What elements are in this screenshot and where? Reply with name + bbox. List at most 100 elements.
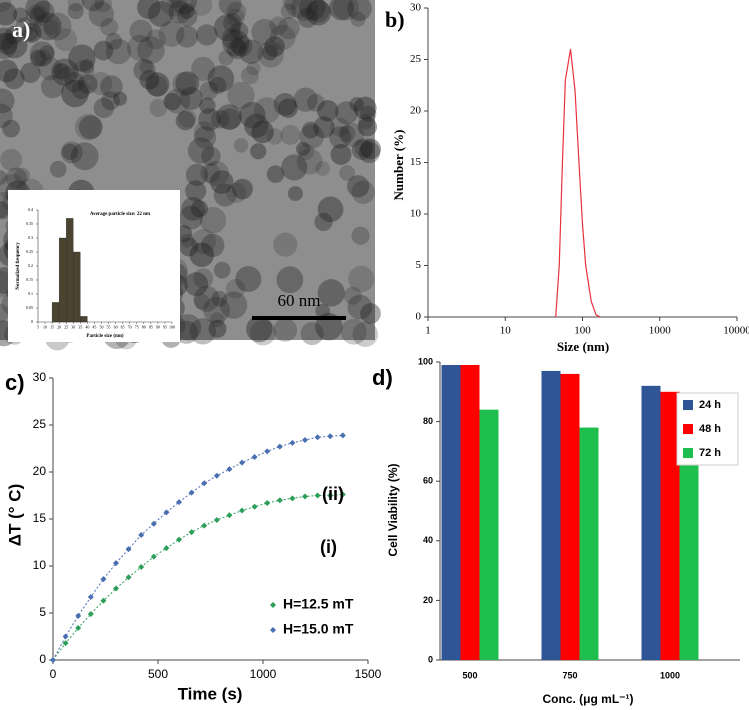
particle bbox=[34, 49, 52, 67]
marker bbox=[226, 466, 233, 473]
particle bbox=[193, 121, 215, 143]
x-tick-label: 20 bbox=[57, 325, 61, 330]
particle bbox=[306, 93, 325, 112]
particle bbox=[244, 113, 269, 138]
particle bbox=[198, 108, 221, 131]
particle bbox=[61, 79, 89, 108]
particle bbox=[23, 26, 38, 42]
inset-title: Average particle size: 22 nm bbox=[90, 212, 151, 217]
particle bbox=[329, 0, 354, 21]
particle bbox=[251, 18, 278, 46]
particle bbox=[101, 91, 120, 111]
particle bbox=[290, 0, 318, 21]
particle bbox=[199, 81, 219, 100]
particle bbox=[317, 196, 344, 223]
particle bbox=[187, 137, 215, 164]
particle bbox=[0, 2, 18, 26]
x-axis-label: Conc. (μg mL⁻¹) bbox=[543, 692, 634, 706]
particle bbox=[51, 58, 79, 86]
x-tick-label: 55 bbox=[107, 325, 111, 330]
particle bbox=[43, 19, 59, 36]
particle bbox=[165, 88, 191, 114]
marker bbox=[302, 493, 308, 500]
particle bbox=[216, 104, 243, 130]
particle bbox=[358, 114, 374, 130]
y-tick-label: 0 bbox=[39, 652, 46, 666]
particle bbox=[5, 167, 27, 189]
x-tick-label: 30 bbox=[71, 325, 75, 330]
particle bbox=[270, 24, 296, 51]
particle bbox=[193, 285, 220, 312]
marker bbox=[339, 491, 346, 498]
particle bbox=[226, 38, 248, 60]
particle bbox=[29, 41, 55, 67]
particle bbox=[280, 125, 301, 145]
particle bbox=[209, 76, 227, 94]
legend-swatch bbox=[683, 448, 693, 458]
marker bbox=[251, 503, 258, 510]
x-axis-label: Particle size (nm) bbox=[86, 334, 124, 339]
x-axis-label: Size (nm) bbox=[557, 339, 609, 354]
particle bbox=[213, 261, 231, 279]
particle bbox=[227, 81, 255, 110]
x-tick-label: 85 bbox=[149, 325, 153, 330]
particle bbox=[354, 137, 374, 158]
y-tick-label: 0 bbox=[31, 319, 33, 324]
marker bbox=[213, 472, 220, 479]
particle bbox=[100, 18, 119, 37]
x-tick-label: 5 bbox=[37, 325, 39, 330]
annotation: (ii) bbox=[322, 484, 344, 504]
bar bbox=[579, 427, 599, 660]
marker bbox=[176, 499, 182, 506]
particle bbox=[209, 312, 225, 328]
particle bbox=[0, 103, 13, 129]
x-tick-label: 1000 bbox=[660, 670, 680, 680]
particle bbox=[219, 108, 241, 130]
y-tick-label: 0.35 bbox=[26, 221, 33, 226]
y-tick-label: 0.15 bbox=[26, 277, 33, 282]
marker bbox=[251, 453, 258, 460]
y-tick-label: 20 bbox=[33, 464, 47, 478]
particle bbox=[230, 38, 246, 54]
particle bbox=[315, 161, 331, 176]
particle bbox=[0, 88, 15, 114]
particle bbox=[174, 314, 202, 341]
marker bbox=[113, 560, 119, 567]
particle bbox=[33, 12, 62, 41]
x-tick-label: 40 bbox=[85, 325, 89, 330]
x-tick-label: 65 bbox=[121, 325, 125, 330]
particle bbox=[0, 0, 12, 12]
y-tick-label: 30 bbox=[33, 370, 47, 384]
particle bbox=[351, 180, 376, 204]
marker bbox=[150, 520, 157, 527]
histogram-bar bbox=[73, 251, 81, 323]
x-tick-label: 10 bbox=[500, 324, 512, 336]
particle bbox=[26, 4, 49, 27]
particle bbox=[0, 304, 10, 323]
particle bbox=[191, 229, 216, 254]
x-tick-label: 1000 bbox=[649, 324, 672, 336]
particle bbox=[203, 296, 230, 324]
particle bbox=[0, 59, 19, 83]
particle bbox=[199, 97, 216, 114]
particle bbox=[251, 120, 274, 144]
marker bbox=[138, 531, 145, 538]
particle bbox=[25, 0, 51, 21]
particle bbox=[226, 1, 247, 22]
particle bbox=[175, 71, 200, 96]
particle bbox=[264, 36, 285, 57]
particle bbox=[218, 0, 242, 16]
particle bbox=[175, 110, 196, 131]
y-tick-label: 20 bbox=[423, 595, 433, 605]
particle bbox=[174, 320, 199, 344]
marker bbox=[327, 433, 334, 440]
marker bbox=[125, 574, 132, 581]
particle bbox=[139, 59, 154, 74]
y-axis-label: Normalized frequency bbox=[16, 242, 21, 290]
particle bbox=[158, 20, 185, 47]
particle bbox=[280, 3, 297, 20]
particle bbox=[181, 196, 205, 221]
histogram-bar bbox=[51, 302, 60, 323]
particle bbox=[21, 22, 42, 43]
particle bbox=[166, 0, 183, 9]
